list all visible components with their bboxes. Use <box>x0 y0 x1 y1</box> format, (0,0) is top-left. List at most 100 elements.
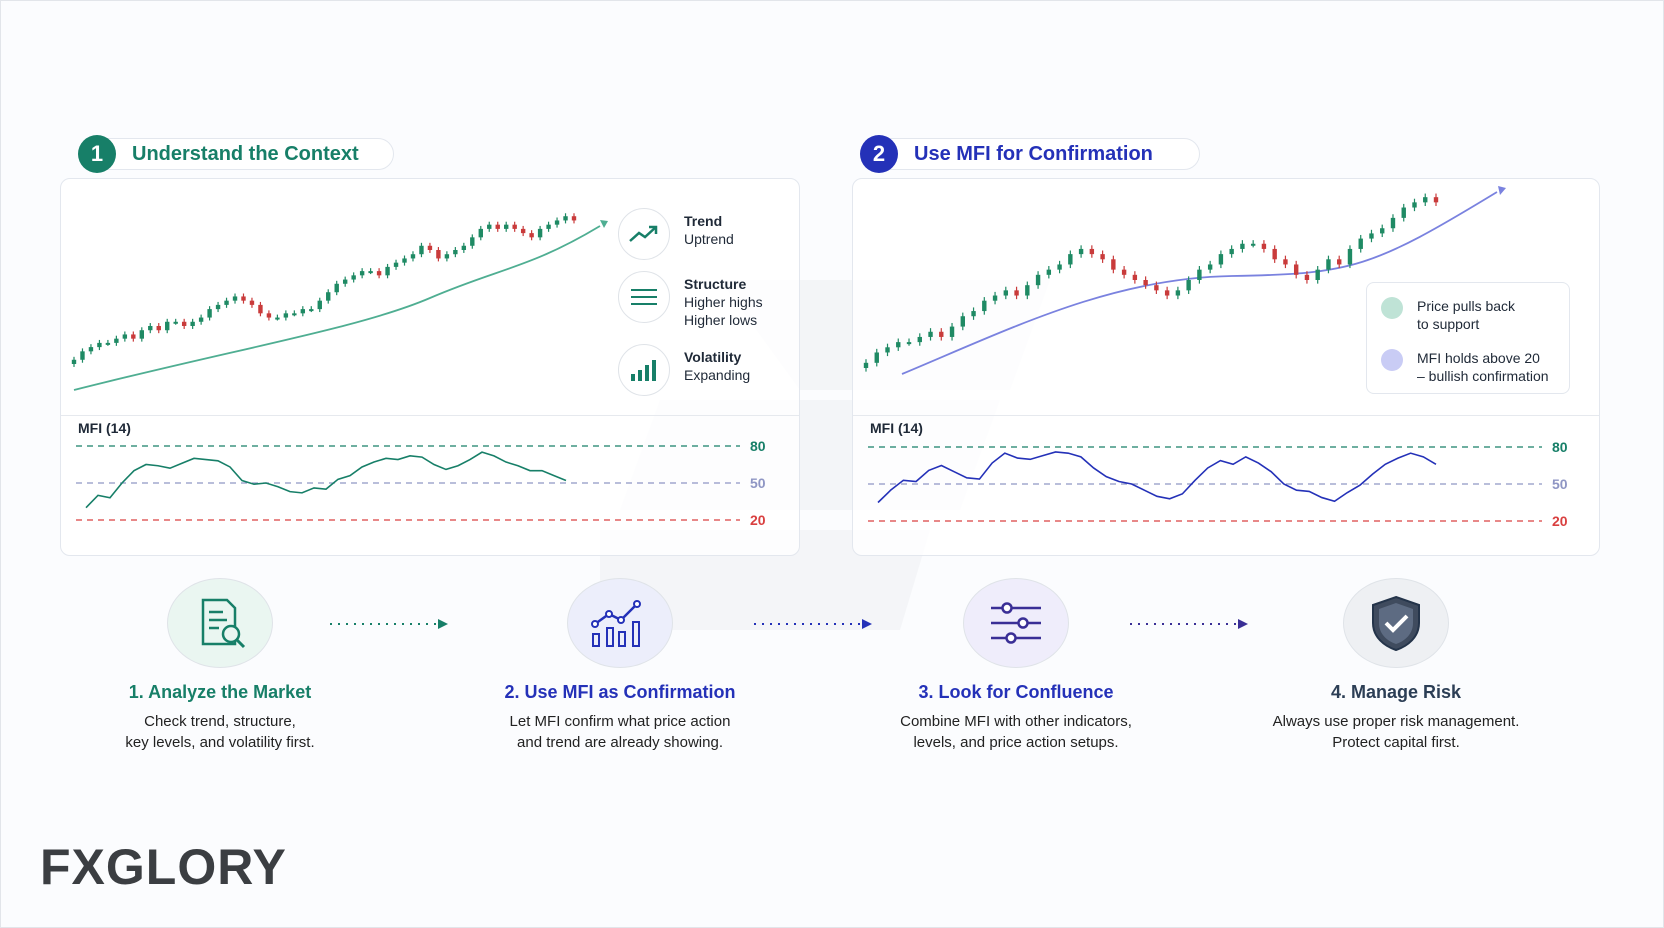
candle <box>1186 276 1191 294</box>
mfi-level-label-20: 20 <box>1552 513 1568 529</box>
candle <box>148 323 153 334</box>
candle <box>917 333 922 346</box>
candle <box>300 306 306 317</box>
candle <box>114 335 119 346</box>
candle <box>1175 286 1181 300</box>
candle <box>232 293 238 304</box>
step-2-desc-line-2: and trend are already showing. <box>517 734 723 751</box>
step-arrow-1 <box>330 619 448 629</box>
candle <box>419 242 424 258</box>
candle <box>410 251 416 262</box>
legend-item-mfi: MFI holds above 20 – bullish confirmation <box>1381 349 1549 385</box>
candle <box>487 221 492 232</box>
mfi-chart-1: 80 50 20 <box>76 438 766 528</box>
candle <box>1272 245 1277 263</box>
step-3: 3. Look for Confluence Combine MFI with … <box>846 578 1186 753</box>
candle <box>181 318 187 329</box>
price-chart-2 <box>863 186 1506 375</box>
mfi-label-2: MFI (14) <box>870 420 923 436</box>
candle <box>1100 250 1105 263</box>
info-volatility: Volatility Expanding <box>618 344 750 396</box>
candle <box>1111 255 1116 274</box>
candle <box>317 297 322 313</box>
mfi-level-label-20: 20 <box>750 512 766 528</box>
sliders-icon <box>963 578 1069 668</box>
candle <box>874 348 879 367</box>
candle <box>1401 203 1406 222</box>
candle <box>1347 245 1353 269</box>
panel-divider <box>61 415 799 416</box>
candle <box>478 225 483 241</box>
candle <box>1197 266 1202 284</box>
candle <box>436 247 441 262</box>
candle <box>495 221 500 232</box>
candle <box>992 291 998 305</box>
candle <box>1025 281 1030 300</box>
candle <box>165 318 170 334</box>
candle <box>71 356 77 367</box>
section-1-header: 1 Understand the Context <box>78 135 394 173</box>
candle <box>258 301 263 317</box>
candle <box>1121 266 1127 279</box>
trend-line <box>73 225 601 391</box>
shield-check-icon <box>1343 578 1449 668</box>
chart-confirm-icon <box>567 578 673 668</box>
candle <box>1240 240 1245 253</box>
mfi-chart-2: 80 50 20 <box>868 439 1568 529</box>
candle <box>1207 260 1213 274</box>
candle <box>453 247 458 258</box>
step-4-desc-line-1: Always use proper risk management. <box>1272 713 1520 730</box>
candle <box>97 339 102 351</box>
price-chart-1 <box>71 213 608 391</box>
candle <box>198 314 204 325</box>
candle <box>402 255 407 266</box>
legend-pullback-line-2: to support <box>1417 316 1480 332</box>
candle <box>309 306 314 313</box>
candle <box>1390 214 1396 232</box>
candle <box>1132 271 1138 284</box>
candle <box>470 234 475 249</box>
legend-dot-green <box>1381 297 1403 319</box>
candle <box>376 268 382 279</box>
logo-text: FXGLORY <box>40 839 287 895</box>
step-arrow-2 <box>754 619 872 629</box>
candle <box>351 272 356 283</box>
candle <box>461 242 467 253</box>
structure-lines-icon <box>618 271 670 323</box>
candle <box>949 322 955 341</box>
candle <box>885 343 890 357</box>
candle <box>122 331 128 342</box>
step-4-title: 4. Manage Risk <box>1330 682 1462 702</box>
candle <box>1068 250 1073 269</box>
section-1-number: 1 <box>78 135 116 173</box>
candle <box>207 306 212 321</box>
candle <box>131 331 136 342</box>
candle <box>520 225 526 237</box>
step-3-title: 3. Look for Confluence <box>918 682 1114 702</box>
candle <box>939 328 944 341</box>
candle <box>1218 250 1224 269</box>
mfi-level-label-50: 50 <box>750 475 766 491</box>
candle <box>1304 271 1310 284</box>
candle <box>546 221 551 232</box>
candle <box>971 307 976 320</box>
candle <box>1003 286 1009 300</box>
legend-pullback-line-1: Price pulls back <box>1417 298 1516 314</box>
candle <box>1035 271 1041 289</box>
candle <box>563 213 568 224</box>
confirmation-legend: Price pulls back to support MFI holds abo… <box>1366 282 1570 394</box>
candle <box>173 318 178 325</box>
candle <box>1283 255 1288 269</box>
candle <box>292 310 297 317</box>
legend-item-pullback: Price pulls back to support <box>1381 297 1515 333</box>
mfi-line <box>85 451 567 509</box>
candle <box>982 297 987 315</box>
candle <box>1412 198 1417 212</box>
candle <box>504 221 509 232</box>
trend-line <box>901 191 1498 375</box>
step-3-desc-line-1: Combine MFI with other indicators, <box>900 713 1132 730</box>
candle <box>1143 276 1148 289</box>
candle <box>224 297 229 308</box>
step-1-desc-line-1: Check trend, structure, <box>144 713 296 730</box>
step-4-desc-line-2: Protect capital first. <box>1332 734 1460 751</box>
